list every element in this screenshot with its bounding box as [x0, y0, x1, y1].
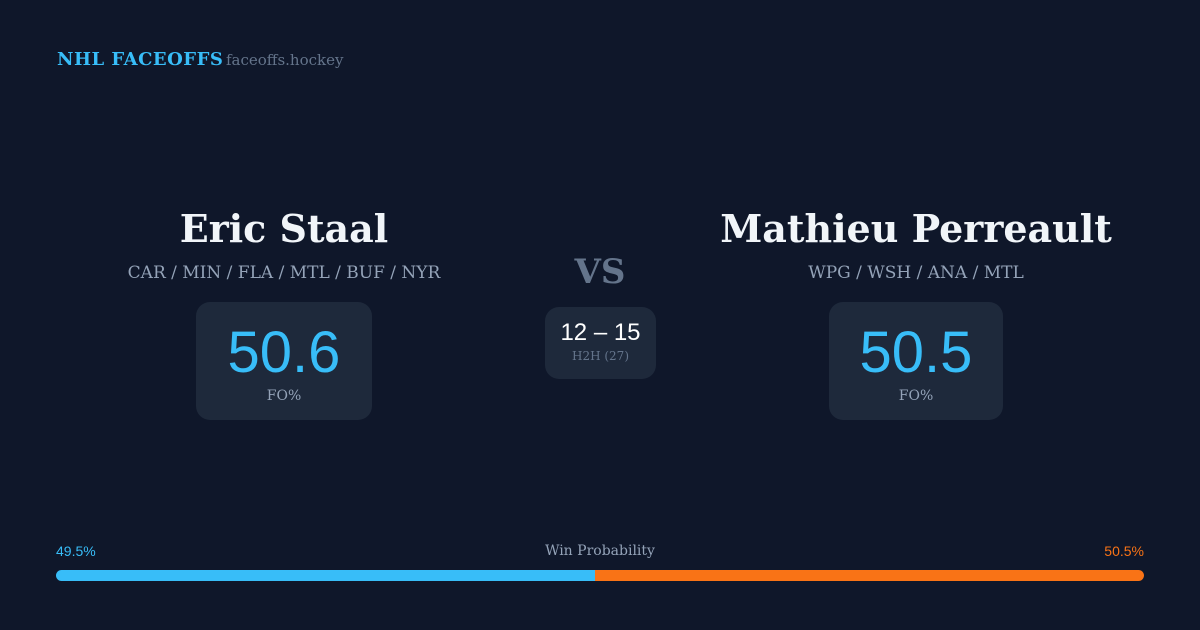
- win-bar-right: [594, 570, 1144, 581]
- right-player-teams: WPG / WSH / ANA / MTL: [808, 263, 1024, 283]
- left-player-name: Eric Staal: [179, 206, 389, 251]
- left-player-teams: CAR / MIN / FLA / MTL / BUF / NYR: [127, 263, 441, 283]
- right-player: Mathieu Perreault WPG / WSH / ANA / MTL: [676, 206, 1156, 283]
- left-win-pct: 49.5%: [56, 543, 96, 559]
- right-fo-card: 50.5 FO%: [829, 302, 1003, 420]
- vs-label: VS: [574, 252, 626, 292]
- left-fo-card: 50.6 FO%: [196, 302, 372, 420]
- h2h-label: H2H (27): [571, 349, 629, 363]
- left-fo-value: 50.6: [227, 320, 341, 385]
- h2h-card: 12 – 15 H2H (27): [545, 307, 656, 379]
- brand-domain: faceoffs.hockey: [226, 51, 344, 69]
- right-win-pct: 50.5%: [1104, 543, 1144, 559]
- win-probability-bar: [56, 570, 1144, 581]
- right-player-name: Mathieu Perreault: [720, 206, 1112, 251]
- right-fo-value: 50.5: [859, 320, 973, 385]
- left-player: Eric Staal CAR / MIN / FLA / MTL / BUF /…: [44, 206, 524, 283]
- win-probability-label: Win Probability: [545, 543, 655, 559]
- win-bar-left: [56, 570, 595, 581]
- brand-title: NHL FACEOFFS: [57, 49, 224, 70]
- left-fo-label: FO%: [266, 388, 302, 404]
- right-fo-label: FO%: [898, 388, 934, 404]
- h2h-score: 12 – 15: [560, 319, 641, 346]
